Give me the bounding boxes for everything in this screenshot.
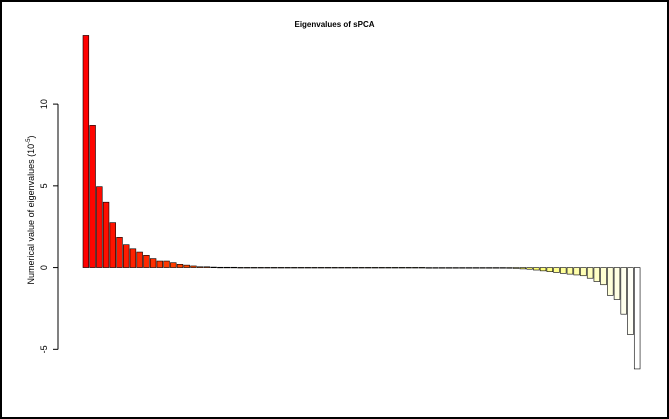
- eigenvalue-bar: [143, 255, 150, 268]
- eigenvalue-bar: [230, 266, 237, 269]
- eigenvalue-bar: [627, 267, 634, 335]
- eigenvalue-bar: [203, 266, 211, 268]
- eigenvalue-bar: [425, 267, 432, 269]
- y-tick-label: 0: [39, 265, 49, 270]
- eigenvalue-bar: [445, 267, 453, 269]
- eigenvalue-bar: [479, 267, 486, 269]
- eigenvalue-bar: [244, 267, 251, 269]
- eigenvalue-bar: [129, 248, 137, 268]
- eigenvalue-bar: [190, 265, 197, 268]
- eigenvalue-bar: [432, 267, 439, 269]
- eigenvalue-bar: [459, 267, 466, 269]
- eigenvalue-bar: [270, 267, 278, 269]
- eigenvalue-bar: [405, 267, 412, 269]
- eigenvalue-bar: [486, 267, 493, 269]
- eigenvalue-bar: [452, 267, 459, 269]
- eigenvalue-bar: [176, 264, 184, 268]
- eigenvalue-bar: [385, 267, 392, 269]
- eigenvalue-bar: [439, 267, 446, 269]
- eigenvalue-bar: [170, 262, 177, 268]
- eigenvalue-bar: [102, 201, 110, 268]
- eigenvalue-bar: [223, 266, 231, 269]
- eigenvalue-bar: [136, 251, 143, 268]
- eigenvalue-bar: [284, 267, 291, 269]
- eigenvalue-bar: [358, 267, 365, 269]
- eigenvalue-bar: [613, 267, 621, 300]
- eigenvalue-bar: [378, 267, 385, 269]
- eigenvalue-bar: [526, 267, 533, 270]
- eigenvalue-bar: [196, 266, 204, 268]
- eigenvalue-bar: [183, 264, 190, 268]
- eigenvalue-bar: [277, 267, 285, 269]
- eigenvalue-bar: [250, 267, 258, 269]
- eigenvalue-bar: [499, 267, 506, 269]
- eigenvalue-bar: [560, 267, 567, 274]
- eigenvalue-bar: [96, 186, 103, 268]
- eigenvalue-bar: [324, 267, 332, 269]
- eigenvalue-bar: [633, 267, 641, 370]
- eigenvalue-bar: [311, 267, 318, 269]
- eigenvalue-bar: [412, 267, 419, 269]
- eigenvalue-bar: [553, 267, 560, 273]
- eigenvalue-bar: [506, 267, 513, 269]
- eigenvalue-bar: [533, 267, 540, 271]
- eigenvalue-bar: [365, 267, 372, 269]
- eigenvalue-bar: [573, 267, 580, 276]
- eigenvalue-bar: [512, 267, 520, 269]
- eigenvalue-bar: [304, 267, 311, 269]
- eigenvalue-bar: [237, 267, 244, 269]
- eigenvalue-bar: [580, 267, 587, 277]
- eigenvalue-bar: [566, 267, 574, 275]
- eigenvalue-bar: [344, 267, 352, 269]
- eigenvalue-bar: [331, 267, 338, 269]
- eigenvalue-bar: [391, 267, 399, 269]
- y-tick-label: 5: [39, 183, 49, 188]
- eigenvalue-bar: [217, 266, 224, 269]
- y-tick-label: 10: [39, 99, 49, 109]
- eigenvalue-bar: [156, 260, 164, 268]
- eigenvalue-bar: [89, 125, 96, 268]
- eigenvalue-bar: [546, 267, 553, 272]
- eigenvalue-bar: [264, 267, 271, 269]
- eigenvalue-bar: [116, 237, 123, 268]
- eigenvalue-bar: [586, 267, 594, 279]
- bars: [82, 35, 641, 370]
- eigenvalue-bar: [371, 267, 379, 269]
- eigenvalue-bar: [472, 267, 480, 269]
- eigenvalue-bar: [593, 267, 601, 282]
- eigenvalue-bar: [351, 267, 359, 269]
- eigenvalue-bar: [539, 267, 547, 272]
- eigenvalue-bar: [600, 267, 607, 286]
- eigenvalue-bar: [149, 258, 157, 268]
- y-axis: -5 0 5 10: [39, 99, 59, 353]
- eigenvalue-bar: [492, 267, 500, 269]
- eigenvalue-bar: [620, 267, 627, 315]
- eigenvalue-bar: [317, 267, 325, 269]
- eigenvalue-bar: [398, 267, 406, 269]
- eigenvalue-bar: [297, 267, 305, 269]
- eigenvalue-bar: [163, 260, 170, 268]
- eigenvalue-bar: [123, 244, 130, 268]
- eigenvalue-bar: [82, 35, 90, 268]
- eigenvalue-bar: [257, 267, 264, 269]
- eigenvalue-bar: [109, 222, 116, 268]
- eigenvalue-bar: [607, 267, 614, 296]
- eigenvalue-bar: [465, 267, 473, 269]
- y-tick-label: -5: [39, 345, 49, 353]
- eigenvalue-bar: [210, 266, 217, 268]
- eigenvalue-bar: [519, 267, 527, 270]
- eigenvalue-bar: [291, 267, 298, 269]
- eigenvalue-bar: [338, 267, 345, 269]
- chart-title: Eigenvalues of sPCA: [294, 20, 375, 29]
- eigenvalue-bar: [418, 267, 426, 269]
